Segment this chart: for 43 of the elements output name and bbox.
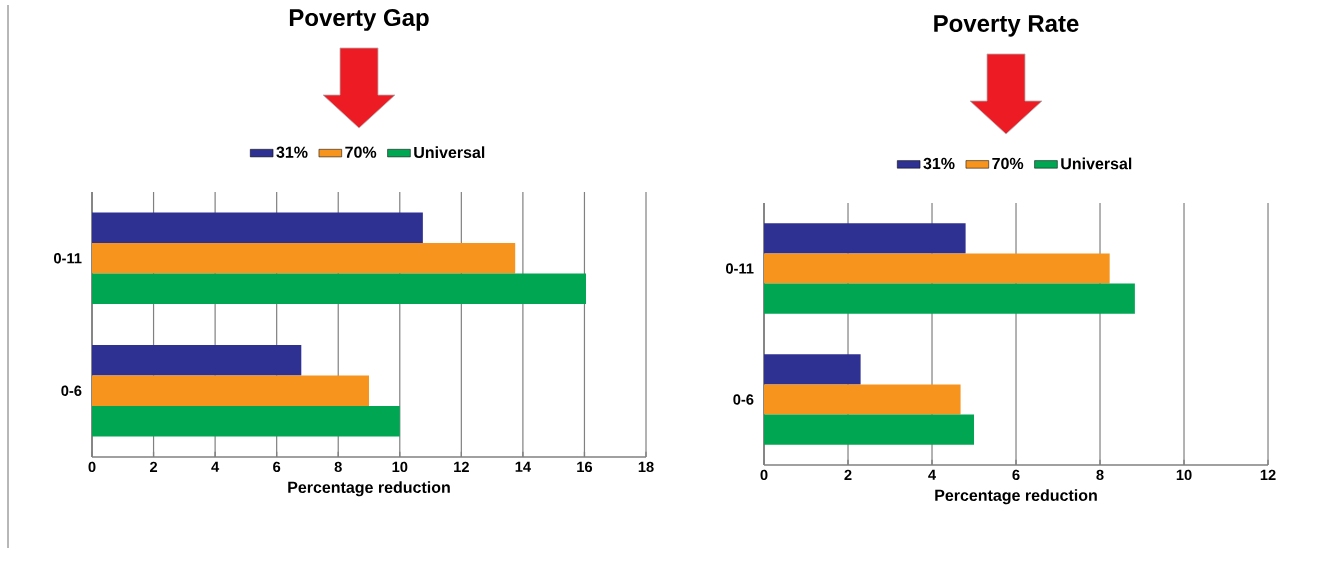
x-tick-label: 4: [928, 469, 937, 480]
bar: [764, 354, 861, 385]
x-tick-label: 0: [760, 469, 768, 481]
bar: [92, 405, 400, 437]
x-axis-title: Percentage reduction: [288, 481, 450, 497]
x-tick-label: 10: [1176, 469, 1192, 481]
bar: [92, 375, 370, 406]
bar: [92, 243, 516, 274]
y-tick-label: 0-11: [726, 263, 754, 274]
x-tick-label: 14: [515, 461, 531, 472]
x-tick-label: 4: [211, 461, 220, 472]
x-tick-label: 8: [334, 461, 342, 473]
x-tick-label: 12: [454, 461, 469, 472]
y-tick-label: 0-11: [54, 253, 82, 264]
legend-label: Universal: [1061, 157, 1132, 170]
x-axis-title: Percentage reduction: [935, 489, 1097, 505]
x-tick-label: 10: [392, 461, 408, 473]
legend-label: 70%: [992, 157, 1024, 170]
x-tick-label: 8: [1096, 469, 1104, 481]
y-tick-label: 0-6: [733, 394, 754, 405]
bar: [764, 384, 961, 415]
legend-label: Universal: [414, 146, 485, 159]
bar: [92, 212, 423, 244]
x-tick-label: 0: [88, 461, 96, 473]
x-tick-label: 6: [1012, 469, 1020, 481]
x-tick-label: 18: [638, 461, 654, 473]
chart-title: Poverty Gap: [289, 9, 429, 31]
legend-label: 31%: [276, 146, 308, 158]
bar: [92, 345, 302, 376]
bar: [764, 223, 966, 254]
bar: [764, 283, 1135, 314]
x-tick-label: 6: [273, 461, 281, 473]
x-tick-label: 16: [577, 461, 593, 473]
bar: [764, 414, 975, 445]
bar: [764, 253, 1110, 284]
x-tick-label: 12: [1260, 469, 1276, 480]
legend-label: 31%: [923, 157, 955, 170]
y-tick-label: 0-6: [61, 385, 82, 396]
x-tick-label: 2: [844, 469, 852, 480]
legend-label: 70%: [345, 146, 377, 158]
x-tick-label: 2: [149, 461, 158, 472]
chart-title: Poverty Rate: [934, 15, 1079, 37]
bar: [92, 273, 586, 304]
